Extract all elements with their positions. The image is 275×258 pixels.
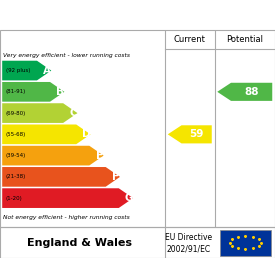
Text: Very energy efficient - lower running costs: Very energy efficient - lower running co… bbox=[3, 53, 130, 58]
Text: B: B bbox=[56, 87, 64, 97]
Text: E: E bbox=[96, 151, 103, 161]
Text: D: D bbox=[82, 129, 90, 139]
Polygon shape bbox=[168, 125, 212, 143]
Text: Energy Efficiency Rating: Energy Efficiency Rating bbox=[46, 9, 229, 22]
Polygon shape bbox=[2, 103, 78, 123]
Text: C: C bbox=[69, 108, 77, 118]
Text: (81-91): (81-91) bbox=[6, 89, 26, 94]
Text: F: F bbox=[112, 172, 119, 182]
Text: 2002/91/EC: 2002/91/EC bbox=[166, 244, 210, 253]
Text: (21-38): (21-38) bbox=[6, 174, 26, 179]
Text: Current: Current bbox=[174, 35, 206, 44]
Text: England & Wales: England & Wales bbox=[27, 238, 132, 247]
Text: Potential: Potential bbox=[226, 35, 263, 44]
Polygon shape bbox=[2, 61, 51, 80]
Text: (92 plus): (92 plus) bbox=[6, 68, 30, 73]
Text: A: A bbox=[43, 66, 51, 76]
Bar bbox=[220, 230, 271, 255]
Text: Not energy efficient - higher running costs: Not energy efficient - higher running co… bbox=[3, 215, 130, 220]
Polygon shape bbox=[217, 83, 272, 101]
Text: G: G bbox=[125, 193, 133, 203]
Polygon shape bbox=[2, 125, 90, 144]
Polygon shape bbox=[2, 188, 133, 208]
Polygon shape bbox=[2, 146, 104, 165]
Text: (39-54): (39-54) bbox=[6, 153, 26, 158]
Text: 59: 59 bbox=[189, 129, 204, 139]
Text: EU Directive: EU Directive bbox=[165, 233, 212, 242]
Text: 88: 88 bbox=[244, 87, 259, 97]
Text: (1-20): (1-20) bbox=[6, 196, 22, 201]
Polygon shape bbox=[2, 167, 120, 187]
Text: (55-68): (55-68) bbox=[6, 132, 26, 137]
Polygon shape bbox=[2, 82, 64, 102]
Text: (69-80): (69-80) bbox=[6, 111, 26, 116]
